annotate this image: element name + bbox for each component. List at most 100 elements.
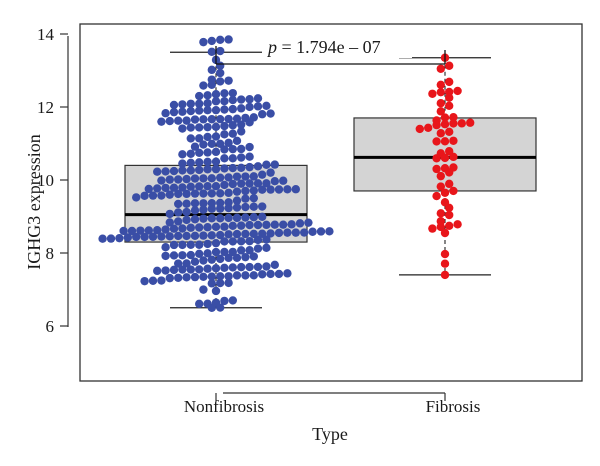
data-point-nonfibrosis [266, 269, 275, 279]
data-point-nonfibrosis [291, 228, 300, 237]
data-point-nonfibrosis [169, 224, 179, 233]
data-point-nonfibrosis [203, 249, 212, 258]
data-point-nonfibrosis [169, 100, 179, 110]
data-point-nonfibrosis [174, 217, 183, 226]
data-point-nonfibrosis [232, 229, 242, 239]
data-point-nonfibrosis [224, 253, 233, 263]
data-point-nonfibrosis [186, 134, 195, 143]
data-point-nonfibrosis [174, 175, 183, 184]
data-point-nonfibrosis [195, 123, 204, 132]
data-point-fibrosis [436, 182, 445, 191]
data-point-nonfibrosis [207, 231, 216, 240]
data-point-nonfibrosis [216, 46, 225, 56]
data-point-nonfibrosis [270, 160, 279, 169]
data-point-nonfibrosis [224, 35, 233, 44]
data-point-nonfibrosis [178, 251, 187, 260]
data-point-fibrosis [432, 137, 441, 146]
data-point-nonfibrosis [253, 179, 263, 188]
data-point-nonfibrosis [195, 165, 204, 175]
data-point-fibrosis [436, 87, 445, 97]
data-point-nonfibrosis [207, 139, 216, 149]
data-point-nonfibrosis [186, 106, 195, 116]
data-point-nonfibrosis [216, 214, 225, 223]
data-point-nonfibrosis [258, 110, 267, 119]
data-point-nonfibrosis [220, 105, 229, 114]
data-point-nonfibrosis [228, 95, 237, 105]
data-point-nonfibrosis [203, 182, 212, 191]
data-point-nonfibrosis [232, 114, 242, 123]
data-point-nonfibrosis [245, 179, 254, 188]
data-point-fibrosis [440, 113, 450, 122]
data-point-nonfibrosis [245, 220, 254, 230]
data-point-nonfibrosis [211, 105, 221, 115]
data-point-nonfibrosis [270, 176, 279, 186]
y-axis: 6 8 10 12 14 [37, 25, 69, 336]
data-point-nonfibrosis [186, 158, 195, 168]
data-point-nonfibrosis [211, 164, 221, 174]
data-point-nonfibrosis [245, 142, 254, 152]
data-point-nonfibrosis [207, 204, 216, 213]
data-point-nonfibrosis [216, 68, 225, 78]
data-point-nonfibrosis [237, 120, 246, 129]
data-point-nonfibrosis [220, 130, 229, 139]
data-point-nonfibrosis [232, 196, 242, 205]
data-point-nonfibrosis [228, 104, 237, 114]
data-point-nonfibrosis [258, 229, 267, 238]
data-point-nonfibrosis [190, 231, 200, 241]
data-point-nonfibrosis [161, 225, 170, 234]
data-point-nonfibrosis [174, 116, 183, 125]
data-point-nonfibrosis [220, 145, 229, 154]
data-point-nonfibrosis [186, 265, 195, 274]
data-point-nonfibrosis [195, 249, 204, 258]
data-point-nonfibrosis [165, 209, 174, 219]
data-point-nonfibrosis [190, 174, 200, 183]
data-point-nonfibrosis [228, 237, 237, 246]
data-point-nonfibrosis [203, 122, 212, 132]
data-point-nonfibrosis [211, 264, 221, 273]
data-point-nonfibrosis [232, 172, 242, 181]
data-point-nonfibrosis [199, 140, 208, 149]
data-point-nonfibrosis [245, 102, 254, 112]
data-point-nonfibrosis [186, 240, 195, 249]
data-point-nonfibrosis [148, 232, 158, 241]
data-point-nonfibrosis [224, 138, 233, 148]
data-point-nonfibrosis [144, 226, 153, 235]
data-point-fibrosis [436, 80, 445, 90]
data-point-nonfibrosis [241, 252, 250, 262]
data-point-fibrosis [436, 171, 445, 181]
data-point-fibrosis [432, 191, 441, 201]
data-point-nonfibrosis [211, 97, 221, 106]
p-value-bracket: p = 1.794e – 07 [215, 36, 446, 65]
data-point-nonfibrosis [199, 205, 208, 214]
data-point-nonfibrosis [266, 168, 275, 177]
data-point-nonfibrosis [211, 222, 221, 231]
data-point-nonfibrosis [262, 243, 271, 253]
data-point-nonfibrosis [190, 115, 200, 124]
data-point-nonfibrosis [148, 276, 158, 285]
p-value-text: = 1.794e – 07 [277, 37, 381, 57]
data-point-nonfibrosis [287, 220, 296, 229]
data-point-nonfibrosis [148, 191, 158, 200]
data-point-nonfibrosis [258, 202, 267, 211]
data-point-nonfibrosis [211, 90, 221, 99]
data-point-nonfibrosis [178, 100, 187, 109]
data-point-nonfibrosis [178, 150, 187, 159]
data-point-nonfibrosis [182, 215, 191, 225]
data-point-nonfibrosis [211, 247, 221, 257]
data-point-nonfibrosis [165, 116, 174, 126]
data-point-nonfibrosis [195, 91, 204, 101]
data-point-nonfibrosis [186, 182, 195, 191]
data-point-nonfibrosis [224, 114, 233, 124]
data-point-nonfibrosis [216, 35, 225, 45]
data-point-nonfibrosis [304, 218, 313, 227]
data-point-nonfibrosis [237, 144, 246, 154]
data-point-nonfibrosis [220, 164, 229, 173]
data-point-nonfibrosis [232, 253, 242, 262]
data-point-nonfibrosis [308, 227, 317, 236]
data-point-nonfibrosis [165, 232, 174, 241]
data-point-nonfibrosis [123, 233, 132, 242]
data-point-nonfibrosis [266, 185, 275, 194]
data-point-nonfibrosis [144, 184, 153, 194]
data-point-nonfibrosis [165, 273, 174, 283]
data-point-nonfibrosis [262, 101, 271, 111]
